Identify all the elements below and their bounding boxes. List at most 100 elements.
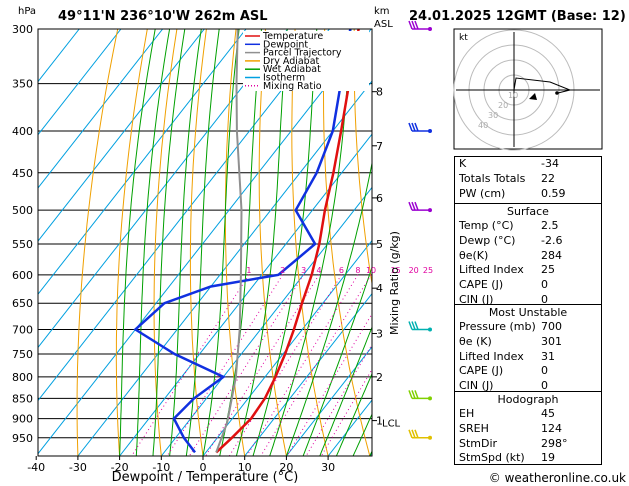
pressure-tick-label: 300 <box>12 23 33 36</box>
mixing-ratio-label: 15 <box>391 266 401 275</box>
hodo-row: StmSpd (kt) 19 <box>455 451 601 466</box>
wet-adiabat-line <box>335 372 372 456</box>
wet-adiabat-line <box>235 29 288 456</box>
series-parcel-trajectory <box>215 29 243 453</box>
isotherm-line <box>38 29 164 189</box>
wind-barb-flag <box>411 321 416 330</box>
pressure-tick-label: 750 <box>12 348 33 361</box>
x-tick-label: 20 <box>279 461 293 474</box>
hodograph-ring-label: 10 <box>508 91 518 100</box>
height-tick-label: 2 <box>376 371 383 384</box>
wet-adiabat-line <box>169 29 202 456</box>
surface-value: 0 <box>541 292 548 306</box>
axes: 1 2 3 4 6 8 10 15 20 2530035040045050055060065070… <box>12 23 433 474</box>
isotherm-line <box>160 186 372 456</box>
mu-value: 301 <box>541 334 562 348</box>
wind-barb-flag <box>408 321 413 330</box>
hodo-value: 19 <box>541 451 555 465</box>
mu-value: 0 <box>541 379 548 393</box>
mu-value: 31 <box>541 349 555 363</box>
dry-adiabat-line <box>258 29 287 456</box>
wind-barb-flag <box>408 390 413 399</box>
wind-barb-dot <box>428 208 432 213</box>
pressure-tick-label: 800 <box>12 371 33 384</box>
mu-value: 700 <box>541 320 562 333</box>
dry-adiabat-line <box>291 29 329 456</box>
hodo-value: 45 <box>541 407 555 420</box>
mu-key: Pressure (mb) <box>459 320 536 333</box>
wind-barb-flag <box>411 20 416 30</box>
hodo-row: SREH 124 <box>455 422 601 437</box>
isotherm-line <box>38 29 289 349</box>
surface-key: CAPE (J) <box>459 278 504 292</box>
mixing-ratio-label: 3 <box>301 266 306 275</box>
mixing-ratio-label: 4 <box>316 266 321 275</box>
wind-barb-flag <box>408 201 413 211</box>
legend-entry: Dewpoint <box>263 39 308 50</box>
legend-entry: Dry Adiabat <box>263 56 320 67</box>
mixing-ratio-label: 8 <box>355 266 360 275</box>
most-unstable-title: Most Unstable <box>488 306 568 319</box>
mixing-ratio-line <box>166 274 284 456</box>
mu-row: Lifted Index 31 <box>455 350 601 365</box>
pressure-tick-label: 450 <box>12 167 33 180</box>
height-unit-asl: ASL <box>374 19 393 30</box>
surface-value: 284 <box>541 248 562 262</box>
wet-adiabat-line <box>319 325 372 456</box>
pressure-tick-label: 850 <box>12 392 33 405</box>
hodo-key: EH <box>459 407 475 420</box>
index-value: 22 <box>541 171 555 185</box>
hodo-key: StmDir <box>459 436 498 450</box>
wind-barb-flag <box>408 429 413 439</box>
mixing-ratio-label: 10 <box>366 266 376 275</box>
wind-barb-flag <box>411 201 416 211</box>
dry-adiabat-line <box>353 29 372 287</box>
mu-row: CAPE (J) 0 <box>455 364 601 379</box>
surface-value: 25 <box>541 263 555 277</box>
hodograph-kt-label: kt <box>459 33 468 43</box>
surface-key: Lifted Index <box>459 263 524 277</box>
hodograph-ring-label: 30 <box>488 111 498 120</box>
chart-location: 49°11'N 236°10'W 262m ASL <box>58 9 268 24</box>
mu-value: 0 <box>541 364 548 378</box>
x-tick-label: -10 <box>152 461 170 474</box>
x-tick-label: -40 <box>27 461 45 474</box>
wet-adiabat-line <box>202 29 240 456</box>
isotherm-line <box>202 239 372 456</box>
storm-motion-marker <box>529 93 537 100</box>
surface-key: Temp (°C) <box>459 219 514 232</box>
surface-value: 2.5 <box>541 219 559 232</box>
pressure-unit: hPa <box>18 6 36 17</box>
height-unit: km <box>374 6 390 17</box>
height-tick-label: 6 <box>376 192 383 205</box>
pressure-tick-label: 550 <box>12 238 33 251</box>
hodo-value: 298° <box>541 436 568 450</box>
series-dewpoint <box>133 29 352 454</box>
wind-barb-flag <box>408 20 413 30</box>
surface-row: θe(K) 284 <box>455 249 601 264</box>
wind-barb-flag <box>411 122 416 132</box>
surface-row: Dewp (°C) -2.6 <box>455 234 601 249</box>
x-tick-label: 0 <box>200 461 207 474</box>
wind-barb-flag <box>414 321 419 330</box>
dry-adiabat-line <box>322 29 371 456</box>
surface-row: CIN (J) 0 <box>455 293 601 308</box>
hodograph-trace <box>513 77 572 94</box>
wind-barb-dot <box>428 129 432 134</box>
hodo-value: 124 <box>541 421 562 435</box>
surface-title: Surface <box>507 205 549 218</box>
dry-adiabat-line <box>224 29 246 456</box>
index-row: K -34 <box>455 157 601 172</box>
dry-adiabat-line <box>189 29 207 456</box>
pressure-tick-label: 500 <box>12 204 33 217</box>
wet-adiabat-line <box>285 160 372 456</box>
hodograph-table-box: Hodograph EH 45 SREH 124 StmDir 298° StmSpd (k… <box>454 391 602 465</box>
legend-bg <box>243 31 369 91</box>
index-row: PW (cm) 0.59 <box>455 187 601 202</box>
x-tick-label: -30 <box>69 461 87 474</box>
isotherm-line <box>77 80 372 456</box>
hodo-key: StmSpd (kt) <box>459 451 525 465</box>
surface-row: Lifted Index 25 <box>455 263 601 278</box>
lcl-label: LCL <box>382 419 401 430</box>
mixing-ratio-label: 20 <box>409 266 419 275</box>
